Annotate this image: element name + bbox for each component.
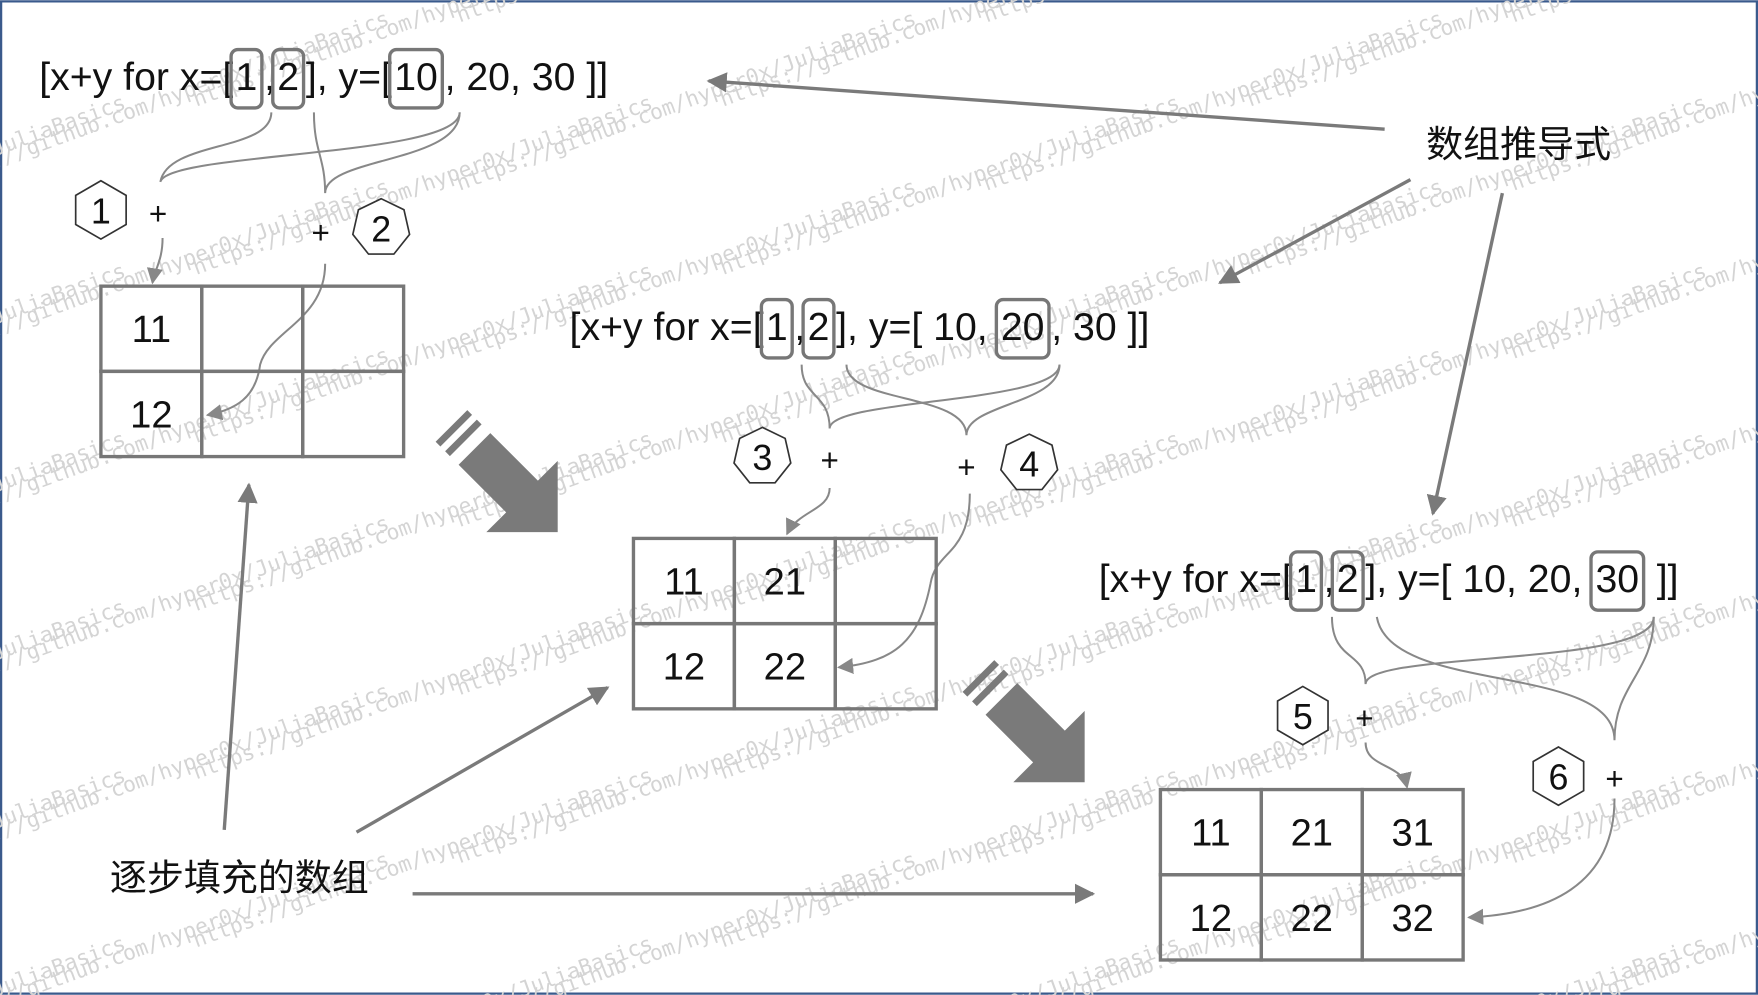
cell-value: 12 — [130, 394, 172, 436]
connectors — [146, 112, 1655, 925]
cell-value: 11 — [132, 309, 172, 351]
step-number: 5 — [1293, 697, 1313, 737]
pointer-arrows — [222, 72, 1505, 904]
step-badge — [1532, 745, 1585, 807]
step-number: 2 — [371, 209, 391, 249]
cell-value: 11 — [664, 561, 704, 603]
highlight-box — [801, 297, 836, 360]
table-cell — [833, 621, 938, 711]
expression-token: 2 — [1337, 557, 1359, 601]
step-operator: + — [1605, 762, 1623, 797]
step-badge — [74, 179, 127, 241]
highlight-box — [229, 47, 264, 110]
cell-value: 22 — [1291, 898, 1333, 940]
table-cell — [1360, 873, 1465, 962]
cell-value: 12 — [1190, 898, 1232, 940]
step-number: 4 — [1019, 445, 1039, 485]
label: 逐步填充的数组 — [110, 857, 369, 898]
step-number: 1 — [91, 191, 111, 231]
cell-value: 22 — [764, 647, 806, 689]
expression-token: , — [264, 55, 275, 99]
expression-token: [x+y for x=[ — [39, 55, 233, 99]
expression-token: 2 — [808, 305, 830, 349]
cell-value: 21 — [1291, 813, 1333, 855]
highlight-box — [1330, 550, 1365, 612]
step-operator: + — [1355, 701, 1373, 736]
step-badge — [999, 433, 1059, 491]
expression-token: 20 — [1001, 305, 1045, 349]
highlight-box — [994, 297, 1051, 360]
expression-token: 2 — [277, 55, 299, 99]
table-cell — [301, 369, 406, 459]
step-operator: + — [821, 443, 839, 478]
highlight-box — [271, 47, 306, 110]
step-operator: + — [957, 450, 975, 485]
step-number: 6 — [1548, 758, 1568, 798]
cell-value: 32 — [1391, 898, 1433, 940]
label: 数组推导式 — [1426, 124, 1611, 165]
step-badge — [1276, 685, 1329, 746]
step-operator: + — [149, 196, 167, 231]
expression-token: [x+y for x=[ — [570, 305, 764, 349]
step-badge — [733, 426, 792, 484]
expression-token: , 30 ]] — [1051, 305, 1149, 349]
expression-token: 1 — [766, 305, 788, 349]
expression-token: ], y=[ — [306, 55, 392, 99]
step-number: 3 — [752, 438, 772, 478]
cell-value: 31 — [1391, 813, 1433, 855]
step-operator: + — [311, 216, 329, 251]
expression-token: 1 — [236, 55, 258, 99]
expression-token: , — [1324, 557, 1335, 601]
expression-token: , — [794, 305, 805, 349]
highlight-box — [1589, 550, 1646, 612]
highlight-box — [388, 47, 445, 110]
big-arrows — [435, 410, 1085, 783]
highlight-box — [1288, 550, 1324, 612]
expression-token: 1 — [1295, 557, 1317, 601]
expression-token: [x+y for x=[ — [1099, 557, 1293, 601]
cell-value: 12 — [663, 647, 705, 689]
expression-token: 10 — [394, 55, 438, 99]
expression-token: ], y=[ 10, 20, — [1365, 557, 1593, 601]
step-badge — [351, 197, 411, 255]
cell-value: 11 — [1191, 813, 1231, 855]
highlight-box — [759, 297, 794, 360]
expression-token: 30 — [1595, 557, 1639, 601]
expression-token: ]] — [1646, 557, 1679, 601]
expression-token: , 20, 30 ]] — [445, 55, 609, 99]
cell-value: 21 — [764, 561, 806, 603]
expression-token: ], y=[ 10, — [836, 305, 998, 349]
